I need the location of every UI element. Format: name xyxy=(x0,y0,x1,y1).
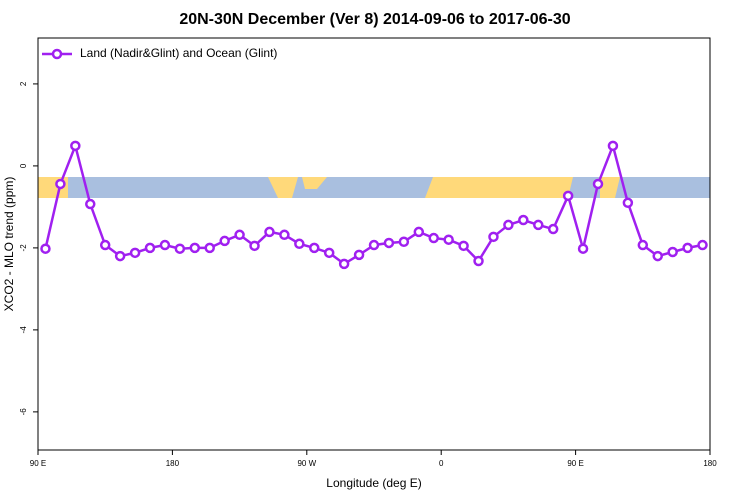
data-point xyxy=(443,234,454,245)
data-point xyxy=(219,235,230,247)
data-point xyxy=(55,178,66,190)
data-point xyxy=(518,214,529,226)
data-point xyxy=(667,246,678,258)
data-point xyxy=(234,229,245,241)
legend-label: Land (Nadir&Glint) and Ocean (Glint) xyxy=(80,46,277,60)
data-point xyxy=(174,243,186,254)
data-point xyxy=(368,239,380,251)
data-point xyxy=(114,250,126,262)
data-point xyxy=(682,242,693,254)
legend-marker xyxy=(51,48,63,60)
data-point xyxy=(129,247,141,259)
data-point xyxy=(592,178,604,190)
data-point xyxy=(40,243,51,254)
x-tick-label: 0 xyxy=(439,459,444,468)
data-point xyxy=(413,226,425,238)
plot-frame xyxy=(37,37,711,451)
y-tick-label: -4 xyxy=(19,326,28,334)
y-tick-label: 0 xyxy=(19,163,28,168)
x-tick-label: 180 xyxy=(166,459,180,468)
data-point xyxy=(398,236,410,247)
data-point xyxy=(383,237,395,249)
data-point xyxy=(159,239,171,251)
data-point xyxy=(294,238,305,250)
data-point xyxy=(353,249,365,261)
data-point xyxy=(622,197,634,209)
y-tick-label: -6 xyxy=(19,408,28,416)
data-point xyxy=(338,258,350,270)
x-tick-label: 90 E xyxy=(567,459,583,468)
data-point xyxy=(577,243,589,254)
data-point xyxy=(99,239,111,251)
data-point xyxy=(309,242,320,254)
data-point xyxy=(473,255,484,267)
y-tick-label: -2 xyxy=(19,244,28,252)
data-point xyxy=(189,242,201,254)
map-band xyxy=(38,177,710,198)
data-point xyxy=(607,140,619,152)
data-point xyxy=(503,219,514,231)
y-axis-title: XCO2 - MLO trend (ppm) xyxy=(2,177,16,312)
x-tick-label: 90 W xyxy=(297,459,316,468)
data-point xyxy=(323,247,335,259)
data-point xyxy=(204,242,215,254)
x-tick-label: 90 E xyxy=(30,459,46,468)
y-tick-label: 2 xyxy=(19,81,28,86)
data-point xyxy=(562,190,574,202)
x-tick-label: 180 xyxy=(703,459,717,468)
data-point xyxy=(279,229,290,241)
data-point xyxy=(637,239,649,251)
chart-title: 20N-30N December (Ver 8) 2014-09-06 to 2… xyxy=(179,11,570,28)
data-point xyxy=(144,242,156,254)
data-point xyxy=(458,240,469,252)
data-point xyxy=(533,219,544,231)
data-point xyxy=(488,231,499,243)
x-axis-title: Longitude (deg E) xyxy=(326,476,421,490)
data-point xyxy=(264,226,275,238)
data-point xyxy=(70,140,81,152)
data-point xyxy=(249,240,260,252)
data-point xyxy=(547,223,559,235)
data-point xyxy=(85,198,96,210)
data-point xyxy=(697,239,708,251)
data-point xyxy=(428,232,439,244)
data-point xyxy=(652,250,663,262)
